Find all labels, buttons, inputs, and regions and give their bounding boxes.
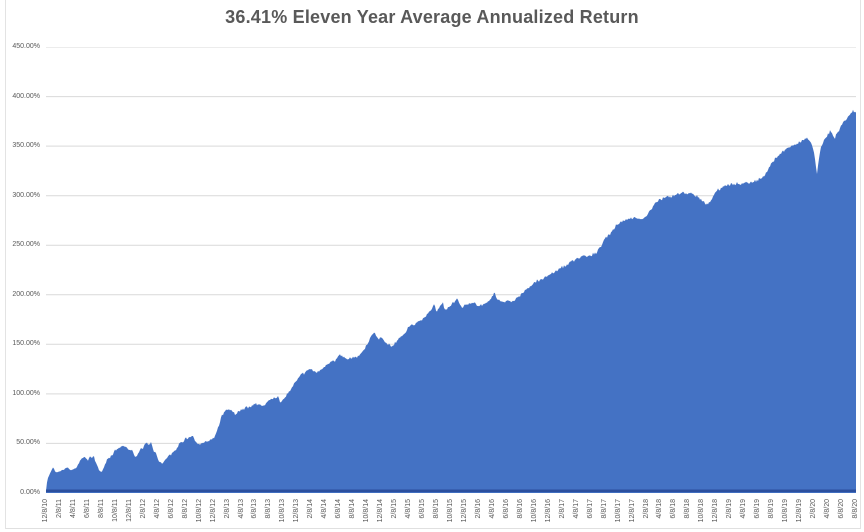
area-chart-svg [46,47,856,493]
y-axis-tick-label: 0.00% [20,489,40,496]
chart-frame [5,0,861,529]
y-axis-tick-label: 50.00% [16,439,40,447]
y-axis-tick-label: 400.00% [12,92,40,100]
chart-title: 36.41% Eleven Year Average Annualized Re… [225,7,639,27]
y-axis-tick-label: 250.00% [12,241,40,249]
plot-area [46,47,856,493]
y-axis-tick-label: 350.00% [12,142,40,150]
y-axis-tick-label: 300.00% [12,191,40,199]
y-axis-tick-label: 200.00% [12,290,40,298]
y-axis-tick-label: 450.00% [12,43,40,50]
y-axis-tick-label: 150.00% [12,340,40,348]
cumulative-return-area-series [46,109,856,493]
y-axis-tick-label: 100.00% [12,389,40,397]
